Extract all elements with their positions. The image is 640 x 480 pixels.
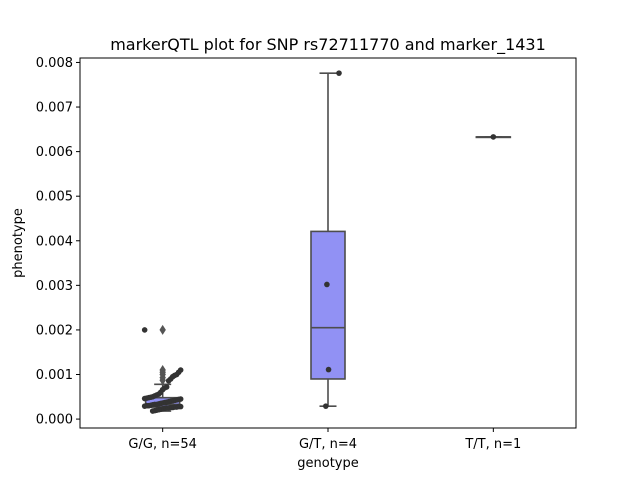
- y-tick-label: 0.001: [36, 368, 73, 383]
- data-point: [325, 366, 332, 373]
- y-tick-label: 0.007: [36, 101, 73, 116]
- y-axis-label: phenotype: [11, 208, 26, 278]
- data-point: [165, 377, 172, 384]
- x-tick-label: G/G, n=54: [128, 437, 196, 452]
- y-tick-label: 0.002: [36, 323, 73, 338]
- chart-title: markerQTL plot for SNP rs72711770 and ma…: [110, 35, 546, 55]
- x-tick-label: G/T, n=4: [299, 437, 357, 452]
- y-tick-label: 0.005: [36, 190, 73, 205]
- y-tick-label: 0.003: [36, 279, 73, 294]
- x-axis-label: genotype: [297, 456, 358, 471]
- data-point: [323, 403, 329, 409]
- x-tick-label: T/T, n=1: [464, 437, 521, 452]
- y-tick-label: 0.000: [36, 413, 73, 428]
- data-point: [141, 403, 148, 409]
- data-point: [490, 134, 497, 140]
- y-tick-label: 0.008: [36, 56, 73, 71]
- data-point: [141, 395, 148, 402]
- data-point: [336, 70, 342, 76]
- y-tick-label: 0.004: [36, 234, 73, 249]
- box: [310, 230, 346, 380]
- y-tick-label: 0.006: [36, 145, 73, 160]
- outlier-marker: [159, 365, 166, 376]
- data-point: [324, 281, 330, 288]
- data-point: [141, 327, 148, 333]
- data-point: [149, 408, 156, 414]
- outlier-marker: [159, 324, 166, 335]
